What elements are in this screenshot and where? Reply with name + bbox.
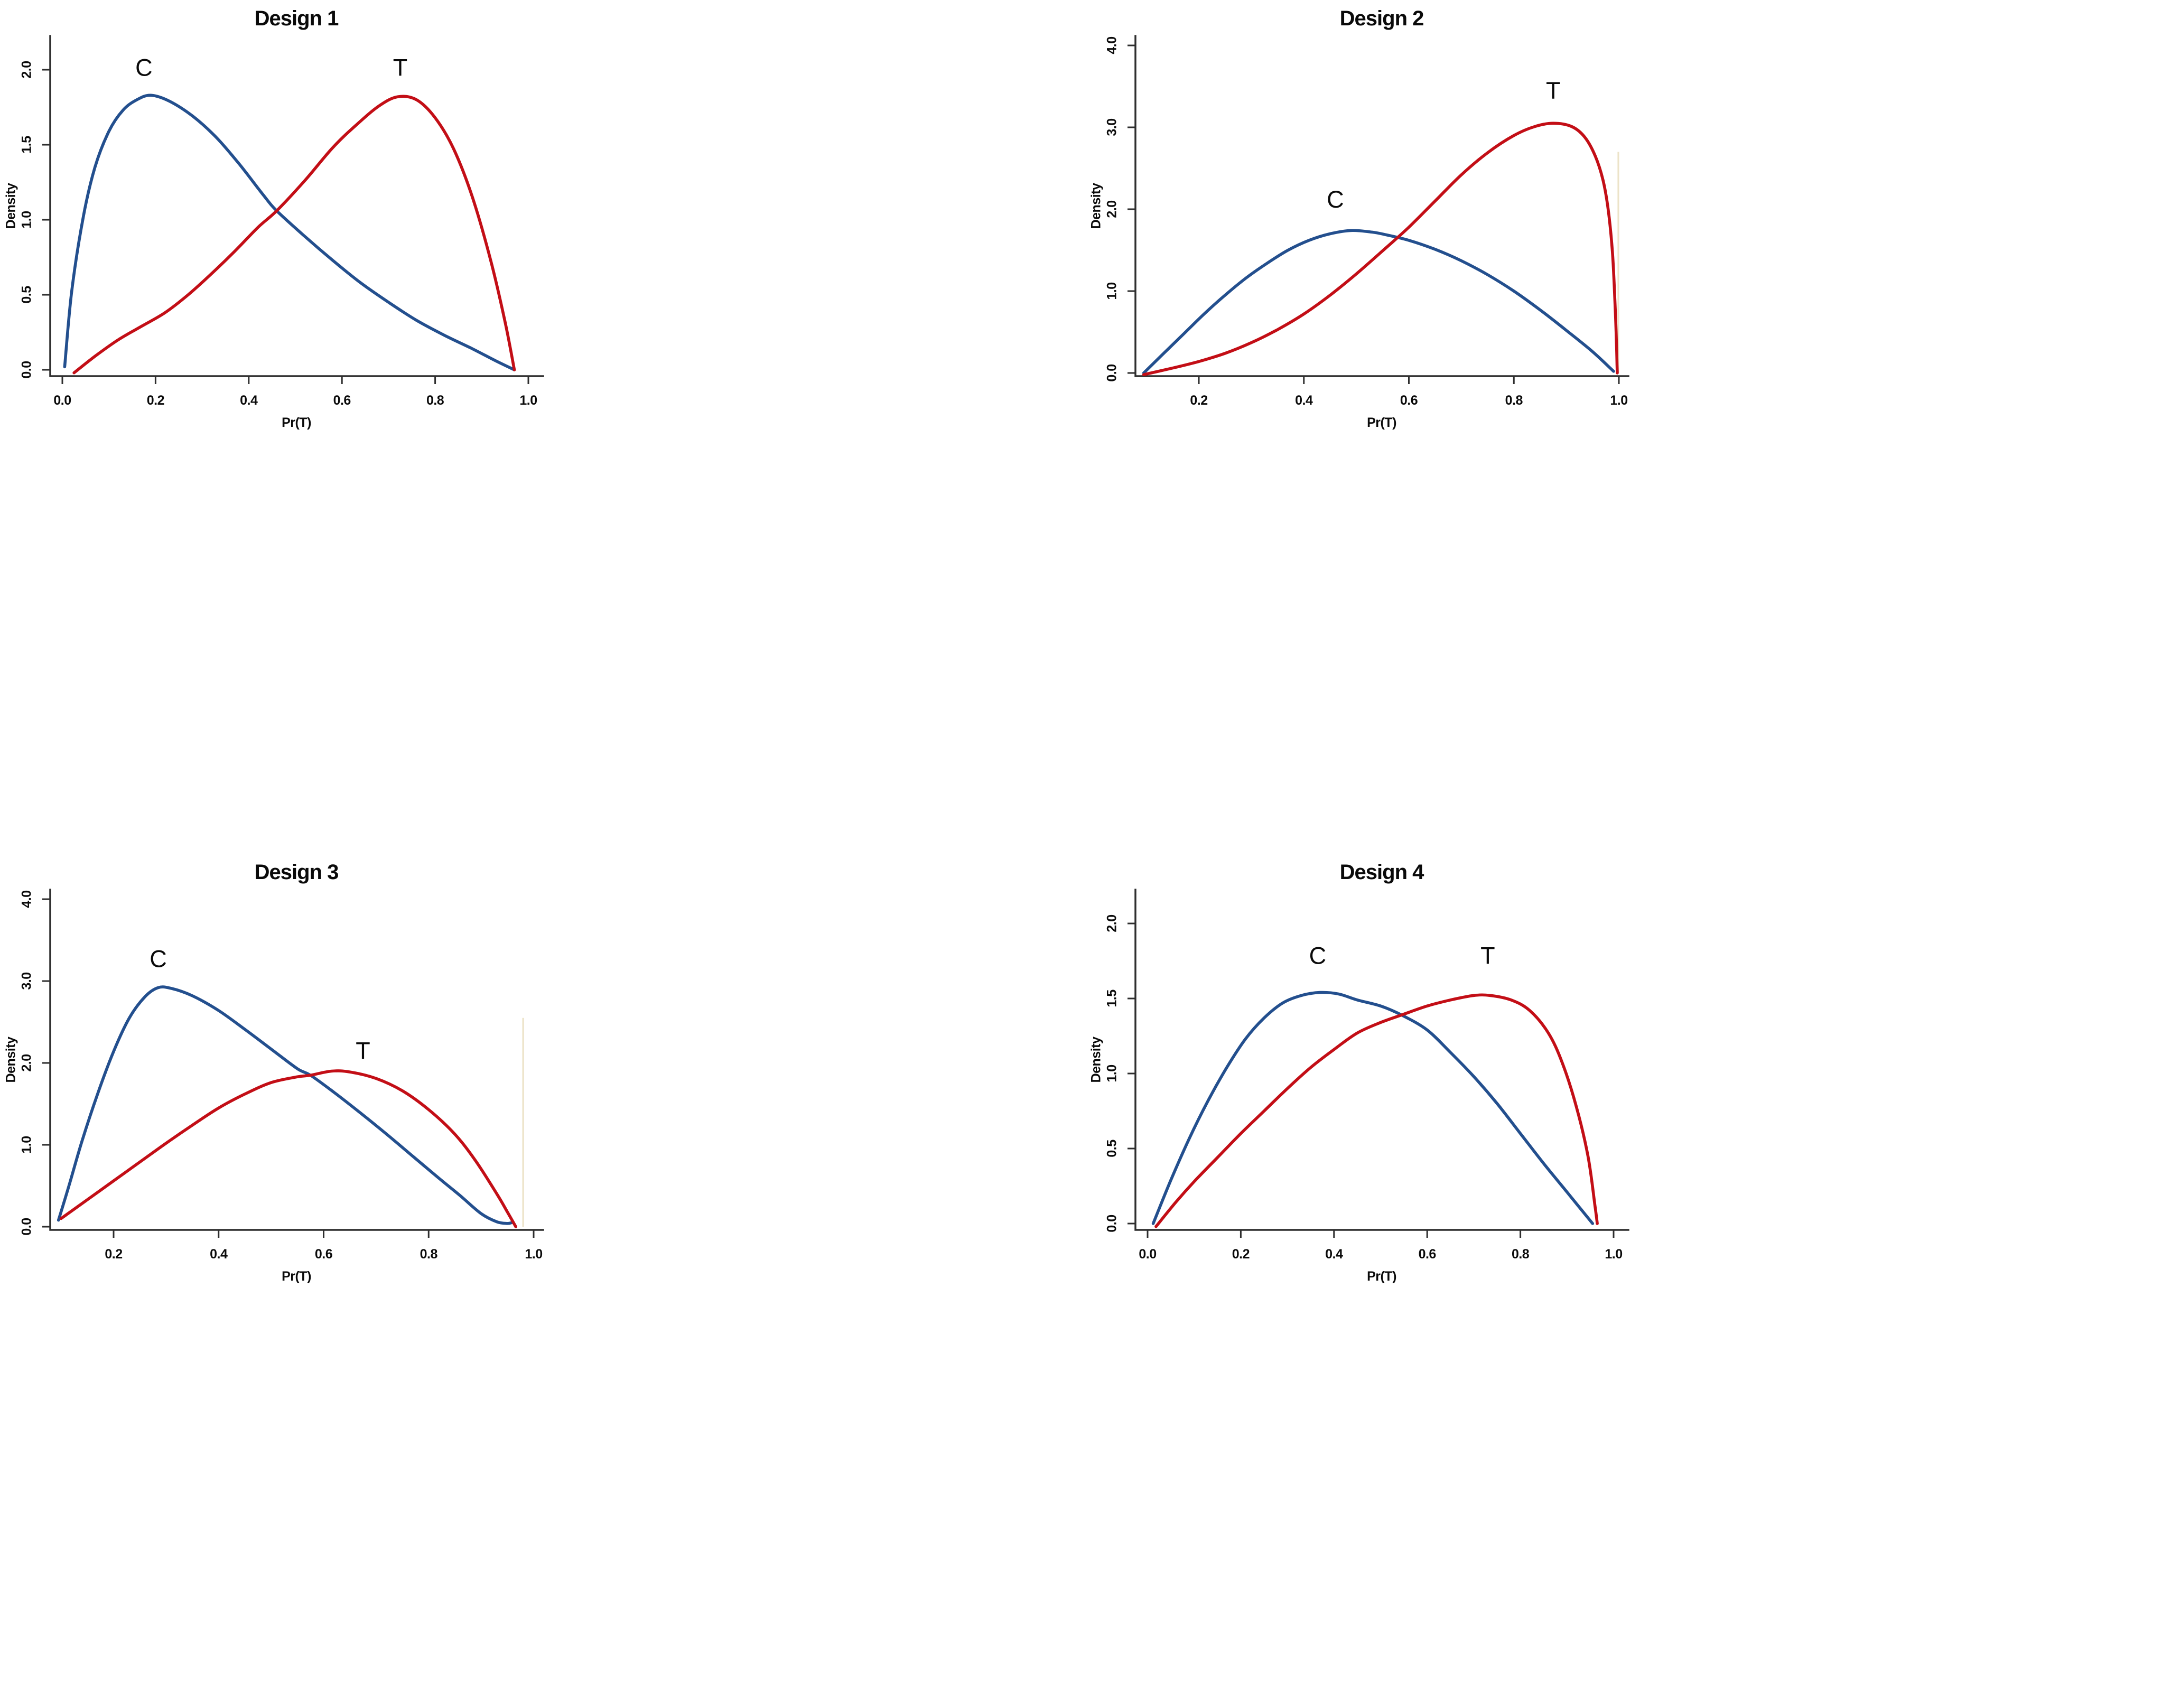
design-3-x-tick-label: 0.2 — [105, 1247, 122, 1262]
design-1-y-tick-label: 1.0 — [20, 211, 34, 228]
design-3-y-axis-label: Density — [4, 1037, 18, 1082]
chart-design-4: 0.0 0.2 0.4 0.6 0.8 1.0 0.0 0.5 1.0 1.5 2.0 Design … — [1085, 854, 2170, 1707]
design-4-y-tick-label: 0.0 — [1105, 1215, 1120, 1232]
design-2-y-axis-label: Density — [1089, 183, 1104, 229]
design-2-series-label-T: T — [1546, 77, 1561, 104]
design-3-y-tick-label: 1.0 — [20, 1136, 34, 1153]
design-4-axes — [1134, 889, 1629, 1231]
design-4-x-tick-label: 1.0 — [1605, 1247, 1622, 1262]
design-4-series-label-T: T — [1480, 942, 1495, 969]
chart-design-1: 0.0 0.2 0.4 0.6 0.8 1.0 0.0 0.5 1.0 1.5 2.0 Design … — [0, 0, 1085, 854]
design-1-series-label-C: C — [135, 54, 153, 81]
design-3-x-tick-label: 0.8 — [420, 1247, 438, 1262]
chart-design-1-svg: 0.0 0.2 0.4 0.6 0.8 1.0 0.0 0.5 1.0 1.5 2.0 Design … — [4, 7, 544, 430]
design-1-series-label-T: T — [393, 54, 408, 81]
design-2-x-axis-label: Pr(T) — [1367, 415, 1396, 430]
design-2-x-tick-label: 0.6 — [1400, 393, 1418, 408]
design-3-x-tick-label: 0.6 — [315, 1247, 332, 1262]
design-2-axes — [1134, 35, 1629, 377]
design-2-y-tick-label: 2.0 — [1105, 200, 1120, 218]
design-1-y-tick-label: 1.5 — [20, 136, 34, 154]
design-3-x-tick-label: 0.4 — [210, 1247, 228, 1262]
design-1-x-tick-label: 0.4 — [240, 393, 258, 408]
design-4-x-tick-label: 0.8 — [1512, 1247, 1530, 1262]
design-2-y-tick-label: 1.0 — [1105, 282, 1120, 300]
design-4-y-tick-label: 0.5 — [1105, 1140, 1120, 1158]
design-1-title: Design 1 — [255, 7, 339, 30]
design-4-x-tick-label: 0.0 — [1139, 1247, 1156, 1262]
design-4-title: Design 4 — [1340, 861, 1424, 884]
design-4-curve-C — [1151, 991, 1595, 1225]
design-1-y-axis-label: Density — [4, 183, 18, 229]
design-4-y-tick-label: 1.5 — [1105, 990, 1120, 1007]
chart-design-2-svg: 0.2 0.4 0.6 0.8 1.0 0.0 1.0 2.0 3.0 4.0 Design 2 Pr… — [1089, 7, 1629, 430]
design-3-title: Design 3 — [255, 861, 339, 884]
design-4-series-label-C: C — [1309, 942, 1327, 969]
design-2-series-label-C: C — [1327, 186, 1344, 213]
design-1-x-tick-label: 0.0 — [53, 393, 71, 408]
design-3-x-tick-label: 1.0 — [525, 1247, 542, 1262]
design-1-x-axis-label: Pr(T) — [282, 415, 311, 430]
design-4-y-tick-label: 1.0 — [1105, 1065, 1120, 1082]
design-3-series-label-C: C — [150, 946, 167, 973]
design-4-x-tick-label: 0.6 — [1419, 1247, 1436, 1262]
design-2-x-tick-label: 0.4 — [1295, 393, 1313, 408]
design-4-curve-T — [1154, 993, 1599, 1228]
design-1-x-tick-label: 0.8 — [426, 393, 444, 408]
design-1-x-tick-label: 0.2 — [147, 393, 164, 408]
design-2-curve-T — [1142, 122, 1619, 376]
design-2-x-tick-label: 0.2 — [1190, 393, 1207, 408]
design-4-y-tick-label: 2.0 — [1105, 914, 1120, 932]
chart-design-3: 0.2 0.4 0.6 0.8 1.0 0.0 1.0 2.0 3.0 4.0 Design 3 Pr… — [0, 854, 1085, 1707]
design-1-curve-C — [63, 94, 516, 371]
design-2-y-tick-label: 4.0 — [1105, 36, 1120, 54]
design-2-x-tick-label: 0.8 — [1505, 393, 1523, 408]
design-1-y-tick-label: 2.0 — [20, 61, 34, 78]
chart-design-3-svg: 0.2 0.4 0.6 0.8 1.0 0.0 1.0 2.0 3.0 4.0 Design 3 Pr… — [4, 861, 544, 1284]
design-3-series-label-T: T — [356, 1037, 370, 1064]
design-1-x-tick-label: 0.6 — [333, 393, 351, 408]
design-2-curve-C — [1142, 229, 1615, 375]
design-3-x-axis-label: Pr(T) — [282, 1269, 311, 1284]
design-3-y-tick-label: 2.0 — [20, 1054, 34, 1071]
design-4-x-tick-label: 0.4 — [1325, 1247, 1343, 1262]
design-1-y-tick-label: 0.0 — [20, 361, 34, 378]
design-1-y-tick-label: 0.5 — [20, 286, 34, 304]
chart-design-2: 0.2 0.4 0.6 0.8 1.0 0.0 1.0 2.0 3.0 4.0 Design 2 Pr… — [1085, 0, 2170, 854]
design-2-y-tick-label: 3.0 — [1105, 118, 1120, 136]
design-1-curve-T — [72, 95, 516, 375]
design-3-curve-C — [57, 985, 514, 1225]
design-1-x-tick-label: 1.0 — [519, 393, 537, 408]
design-3-y-tick-label: 4.0 — [20, 890, 34, 908]
design-2-x-tick-label: 1.0 — [1610, 393, 1627, 408]
design-4-x-tick-label: 0.2 — [1232, 1247, 1250, 1262]
design-2-y-tick-label: 0.0 — [1105, 364, 1120, 381]
chart-design-4-svg: 0.0 0.2 0.4 0.6 0.8 1.0 0.0 0.5 1.0 1.5 2.0 Design … — [1089, 861, 1629, 1284]
design-3-y-tick-label: 3.0 — [20, 972, 34, 990]
design-1-axes — [49, 35, 544, 377]
design-4-y-axis-label: Density — [1089, 1037, 1104, 1082]
design-3-curve-T — [59, 1069, 517, 1228]
design-2-title: Design 2 — [1340, 7, 1424, 30]
design-3-y-tick-label: 0.0 — [20, 1218, 34, 1235]
design-4-x-axis-label: Pr(T) — [1367, 1269, 1396, 1284]
design-3-axes — [49, 889, 544, 1231]
